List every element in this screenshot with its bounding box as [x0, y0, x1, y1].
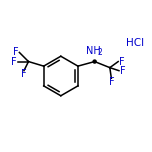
Text: F: F — [21, 69, 27, 79]
Text: 2: 2 — [97, 48, 102, 57]
Text: F: F — [120, 66, 126, 76]
Text: F: F — [13, 47, 18, 57]
Text: F: F — [109, 77, 114, 87]
Text: F: F — [11, 57, 16, 67]
Circle shape — [93, 60, 96, 63]
Text: F: F — [119, 57, 125, 67]
Text: HCl: HCl — [126, 38, 144, 48]
Text: NH: NH — [86, 46, 100, 56]
